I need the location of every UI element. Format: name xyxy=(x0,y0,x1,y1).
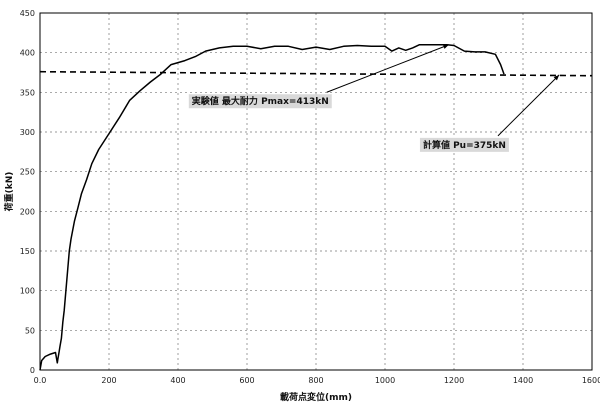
y-tick-label: 200 xyxy=(20,207,35,216)
annotation: 実験値 最大耐力 Pmax=413kN xyxy=(188,44,450,109)
y-tick-label: 400 xyxy=(20,49,35,58)
annotations: 実験値 最大耐力 Pmax=413kN 計算値 Pu=375kN xyxy=(188,44,560,152)
y-tick-label: 50 xyxy=(25,326,35,335)
tick-labels: 0.0 200 400 600 800 1000 1200 1400 1600 0 50 100 150… xyxy=(20,9,600,385)
y-tick-label: 250 xyxy=(20,168,35,177)
annotation-label: 計算値 Pu=375kN xyxy=(423,139,506,151)
x-axis-title: 載荷点変位(mm) xyxy=(280,391,352,403)
x-tick-label: 0.0 xyxy=(34,376,47,385)
annotation-arrow xyxy=(497,74,560,137)
annotation-arrowhead xyxy=(442,44,449,49)
grid xyxy=(40,13,592,370)
annotation-arrow xyxy=(326,44,450,93)
annotation-arrowhead xyxy=(553,74,560,81)
plot-frame xyxy=(39,12,593,371)
x-tick-label: 1400 xyxy=(513,376,533,385)
y-tick-label: 300 xyxy=(20,128,35,137)
x-tick-label: 1200 xyxy=(444,376,464,385)
y-tick-label: 0 xyxy=(30,366,35,375)
calculated-value-line xyxy=(39,70,593,77)
x-tick-label: 1600 xyxy=(582,376,600,385)
annotation-label: 実験値 最大耐力 Pmax=413kN xyxy=(192,95,329,107)
y-axis-title: 荷重(kN) xyxy=(3,172,15,213)
x-tick-label: 600 xyxy=(239,376,254,385)
x-tick-label: 400 xyxy=(170,376,185,385)
x-tick-label: 1000 xyxy=(375,376,395,385)
annotation-label-bg xyxy=(419,137,509,152)
y-tick-label: 350 xyxy=(20,88,35,97)
load-displacement-curve xyxy=(39,43,505,371)
annotation: 計算値 Pu=375kN xyxy=(419,74,560,152)
annotation-label-bg xyxy=(188,94,332,109)
x-tick-label: 800 xyxy=(308,376,323,385)
y-tick-label: 450 xyxy=(20,9,35,18)
x-tick-label: 200 xyxy=(101,376,116,385)
y-tick-label: 150 xyxy=(20,247,35,256)
y-tick-label: 100 xyxy=(20,287,35,296)
series-layer xyxy=(39,43,593,371)
